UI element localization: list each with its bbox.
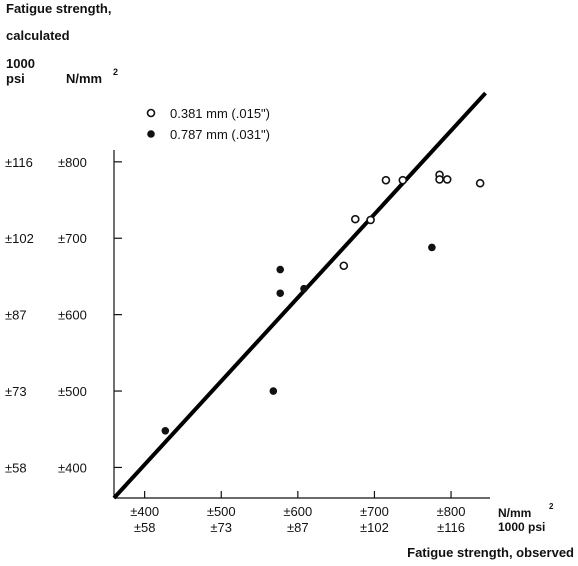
- x-axis-title: Fatigue strength, observed: [407, 545, 574, 560]
- y-tick-label-nmm: ±700: [58, 231, 87, 246]
- point-0381mm: [435, 175, 444, 184]
- chart-title-line-2: calculated: [6, 28, 70, 43]
- point-0787mm: [276, 265, 285, 274]
- point-0381mm: [381, 175, 391, 185]
- y-tick-label-psi: ±73: [5, 384, 27, 399]
- x-tick-label-nmm: ±500: [207, 504, 236, 519]
- y-tick-label-psi: ±58: [5, 460, 27, 475]
- data-points: [161, 170, 485, 435]
- y-ticks: ±58 ±400 ±73 ±500 ±87 ±600 ±102 ±700 ±116 ±800: [5, 155, 122, 475]
- legend-label-0381: 0.381 mm (.015"): [170, 106, 270, 121]
- y-unit-psi-1000: 1000: [6, 56, 35, 71]
- x-ticks: ±400±58 ±500±73 ±600±87 ±700±102 ±800±116: [130, 491, 465, 535]
- x-tick-label-psi: ±116: [437, 520, 465, 535]
- chart-title-line-1: Fatigue strength,: [6, 1, 111, 16]
- legend: 0.381 mm (.015") 0.787 mm (.031"): [146, 106, 270, 142]
- x-tick-label-psi: ±102: [360, 520, 389, 535]
- point-0787mm: [276, 289, 285, 298]
- y-unit-nmm-superscript: 2: [113, 67, 118, 77]
- y-tick-label-nmm: ±600: [58, 308, 87, 323]
- point-0787mm: [269, 387, 278, 395]
- x-unit-nmm-superscript: 2: [549, 502, 554, 511]
- y-tick-label-psi: ±102: [5, 231, 34, 246]
- point-0381mm: [442, 175, 452, 184]
- point-0381mm: [366, 215, 375, 225]
- y-unit-psi-label: psi: [6, 71, 25, 86]
- y-tick-label-psi: ±116: [5, 155, 33, 170]
- x-tick-label-psi: ±58: [134, 520, 156, 535]
- y-unit-nmm-label: N/mm: [66, 71, 102, 86]
- point-0787mm: [300, 284, 308, 293]
- x-tick-label-nmm: ±400: [130, 504, 159, 519]
- point-0381mm: [398, 175, 408, 185]
- point-0381mm: [350, 214, 360, 224]
- x-unit-psi-label: 1000 psi: [498, 520, 545, 534]
- legend-marker-open: [146, 108, 156, 118]
- x-unit-nmm-label: N/mm: [498, 506, 531, 520]
- x-tick-label-nmm: ±800: [437, 504, 466, 519]
- point-0787mm: [161, 426, 170, 435]
- legend-marker-filled: [147, 130, 155, 138]
- y-tick-label-psi: ±87: [5, 308, 27, 323]
- x-tick-label-psi: ±87: [287, 520, 309, 535]
- y-tick-label-nmm: ±800: [58, 155, 87, 170]
- point-0381mm: [475, 178, 485, 188]
- fit-line: [112, 91, 487, 500]
- x-tick-label-nmm: ±600: [283, 504, 312, 519]
- point-0787mm: [428, 243, 436, 252]
- y-tick-label-nmm: ±400: [58, 460, 87, 475]
- point-0381mm: [339, 261, 349, 271]
- x-tick-label-psi: ±73: [210, 520, 232, 535]
- y-tick-label-nmm: ±500: [58, 384, 87, 399]
- x-tick-label-nmm: ±700: [360, 504, 389, 519]
- legend-label-0787: 0.787 mm (.031"): [170, 127, 270, 142]
